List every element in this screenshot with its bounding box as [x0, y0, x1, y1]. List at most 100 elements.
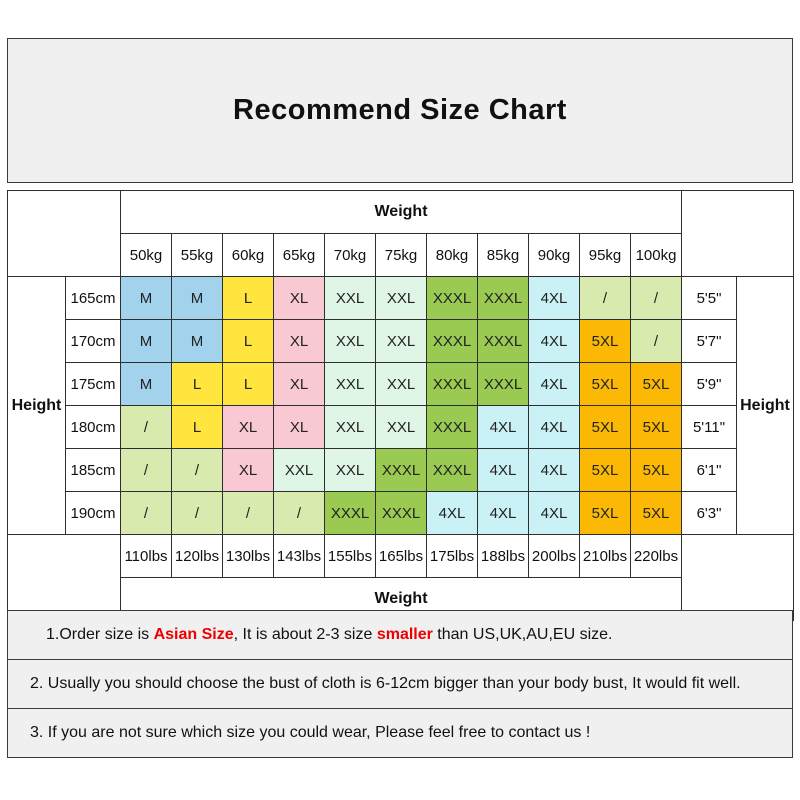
size-row: 190cm / / / / XXXL XXXL 4XL 4XL 4XL 5XL 5XL 6'3" — [8, 491, 794, 535]
size-cell: XXXL — [426, 319, 478, 363]
size-cell: XL — [273, 405, 325, 449]
size-cell: M — [171, 319, 223, 363]
size-cell: XXXL — [426, 448, 478, 492]
lbs-header-cell: 130lbs — [222, 534, 274, 578]
height-label-left: Height — [7, 276, 66, 535]
size-cell: 4XL — [426, 491, 478, 535]
size-cell: / — [273, 491, 325, 535]
size-cell: 5XL — [579, 362, 631, 406]
size-cell: / — [120, 405, 172, 449]
size-cell: XXXL — [426, 362, 478, 406]
kg-header-cell: 50kg — [120, 233, 172, 277]
size-cell: L — [171, 405, 223, 449]
size-cell: XXL — [273, 448, 325, 492]
kg-header-cell: 70kg — [324, 233, 376, 277]
size-cell: 4XL — [528, 319, 580, 363]
height-label-right: Height — [736, 276, 794, 535]
note-2-text: 2. Usually you should choose the bust of… — [30, 675, 741, 692]
note-2: 2. Usually you should choose the bust of… — [7, 659, 793, 709]
lbs-header-cell: 143lbs — [273, 534, 325, 578]
lbs-header-cell: 155lbs — [324, 534, 376, 578]
cm-cell: 185cm — [65, 448, 121, 492]
size-cell: 4XL — [528, 276, 580, 320]
size-cell: 4XL — [477, 448, 529, 492]
size-cell: M — [120, 362, 172, 406]
size-cell: XXL — [375, 319, 427, 363]
kg-header-row: 50kg 55kg 60kg 65kg 70kg 75kg 80kg 85kg 90kg 95kg… — [8, 233, 794, 277]
size-cell: 5XL — [579, 405, 631, 449]
kg-header-cell: 95kg — [579, 233, 631, 277]
cm-cell: 180cm — [65, 405, 121, 449]
size-cell: XL — [273, 319, 325, 363]
lbs-header-cell: 120lbs — [171, 534, 223, 578]
size-row: 170cm M M L XL XXL XXL XXXL XXXL 4XL 5XL/5'7" — [8, 319, 794, 363]
size-cell: 4XL — [477, 405, 529, 449]
ft-cell: 6'1" — [681, 448, 737, 492]
size-cell: M — [120, 319, 172, 363]
size-cell: XXXL — [477, 362, 529, 406]
weight-top-label: Weight — [120, 190, 682, 234]
lbs-header-cell: 200lbs — [528, 534, 580, 578]
size-cell: / — [171, 491, 223, 535]
kg-header-cell: 85kg — [477, 233, 529, 277]
size-cell: M — [120, 276, 172, 320]
size-cell: / — [579, 276, 631, 320]
page-title: Recommend Size Chart — [233, 94, 567, 126]
size-cell: XXXL — [477, 319, 529, 363]
title-box: Recommend Size Chart — [7, 38, 793, 183]
size-cell: L — [222, 362, 274, 406]
cm-cell: 175cm — [65, 362, 121, 406]
size-cell: XXXL — [426, 405, 478, 449]
size-cell: 5XL — [630, 362, 682, 406]
size-cell: L — [171, 362, 223, 406]
size-cell: XL — [222, 448, 274, 492]
note-3-text: 3. If you are not sure which size you co… — [30, 724, 591, 741]
size-table: Weight 50kg 55kg 60kg 65kg 70kg 75kg 80kg 85kg 90… — [7, 190, 794, 621]
corner-cell-bottom-left — [7, 534, 121, 621]
size-cell: XXL — [324, 319, 376, 363]
lbs-header-cell: 210lbs — [579, 534, 631, 578]
size-cell: XL — [222, 405, 274, 449]
note-1-text: 1.Order size is Asian Size, It is about … — [46, 626, 613, 643]
cm-cell: 190cm — [65, 491, 121, 535]
lbs-header-cell: 188lbs — [477, 534, 529, 578]
kg-header-cell: 60kg — [222, 233, 274, 277]
size-cell: XXL — [324, 362, 376, 406]
kg-header-cell: 90kg — [528, 233, 580, 277]
size-cell: XXXL — [426, 276, 478, 320]
size-cell: / — [222, 491, 274, 535]
size-cell: XXL — [324, 448, 376, 492]
size-row: 185cm / / XL XXL XXL XXXL XXXL 4XL 4XL 5XL 5XL 6'1" — [8, 448, 794, 492]
size-cell: XXXL — [324, 491, 376, 535]
kg-header-cell: 100kg — [630, 233, 682, 277]
size-cell: / — [630, 276, 682, 320]
cm-cell: 170cm — [65, 319, 121, 363]
cm-cell: 165cm — [65, 276, 121, 320]
size-cell: 5XL — [630, 491, 682, 535]
lbs-header-row: 110lbs 120lbs 130lbs 143lbs 155lbs 165lbs 175l… — [7, 534, 794, 621]
notes: 1.Order size is Asian Size, It is about … — [7, 610, 793, 758]
ft-cell: 5'7" — [681, 319, 737, 363]
kg-header-cell: 80kg — [426, 233, 478, 277]
size-cell: / — [120, 491, 172, 535]
kg-header-cell: 75kg — [375, 233, 427, 277]
size-row: 175cm M L L XL XXL XXL XXXL XXXL 4XL 5XL 5XL 5'9" — [8, 362, 794, 406]
size-cell: 5XL — [579, 448, 631, 492]
size-cell: / — [171, 448, 223, 492]
ft-cell: 5'9" — [681, 362, 737, 406]
size-cell: XL — [273, 276, 325, 320]
kg-header-cell: 55kg — [171, 233, 223, 277]
ft-cell: 5'5" — [681, 276, 737, 320]
size-cell: 5XL — [579, 319, 631, 363]
size-cell: XXL — [375, 362, 427, 406]
size-cell: / — [630, 319, 682, 363]
size-cell: 4XL — [528, 448, 580, 492]
size-cell: XXXL — [477, 276, 529, 320]
size-table-body: Weight 50kg 55kg 60kg 65kg 70kg 75kg 80kg 85kg 90… — [7, 190, 794, 621]
size-cell: M — [171, 276, 223, 320]
size-cell: XXXL — [375, 448, 427, 492]
size-cell: XXXL — [375, 491, 427, 535]
corner-cell-bottom-right — [681, 534, 794, 621]
size-cell: 4XL — [477, 491, 529, 535]
